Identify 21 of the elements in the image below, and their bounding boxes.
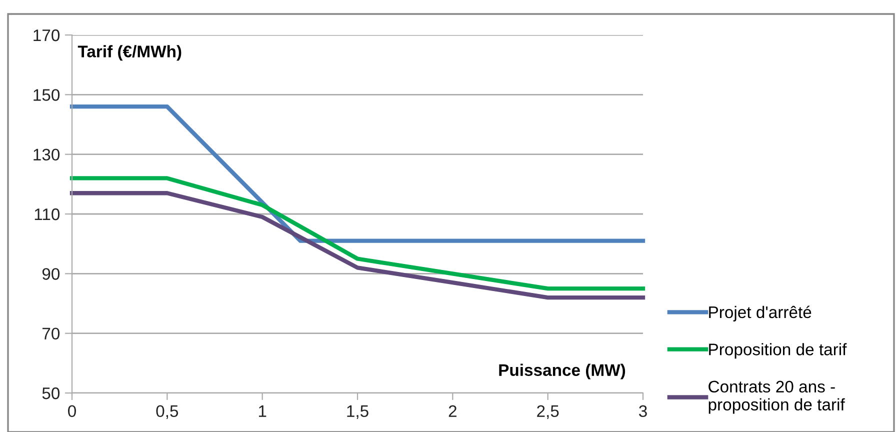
y-axis-title: Tarif (€/MWh) [78, 45, 182, 61]
x-tick-label: 1 [258, 405, 266, 417]
x-tick-label: 0,5 [156, 405, 178, 420]
y-tick-label: 150 [34, 89, 60, 101]
line-series [70, 191, 646, 300]
y-tick-label: 50 [42, 387, 60, 400]
x-tick-label: 1,5 [347, 405, 368, 420]
line-series [70, 176, 646, 291]
legend-label: Contrats 20 ans - proposition de tarif [708, 380, 845, 414]
y-tick-label: 130 [34, 148, 60, 161]
x-tick-label: 2,5 [537, 405, 559, 420]
x-tick-label: 2 [448, 405, 456, 417]
x-tick-label: 0 [68, 405, 76, 418]
y-tick-label: 170 [34, 29, 60, 42]
y-tick-label: 70 [42, 328, 60, 340]
x-axis-title: Puissance (MW) [499, 364, 626, 380]
x-tick-label: 3 [639, 405, 647, 418]
y-tick-label: 110 [34, 208, 60, 220]
y-tick-label: 90 [42, 268, 60, 280]
legend-label: Proposition de tarif [709, 343, 847, 359]
legend-label: Projet d'arrêté [709, 306, 812, 322]
